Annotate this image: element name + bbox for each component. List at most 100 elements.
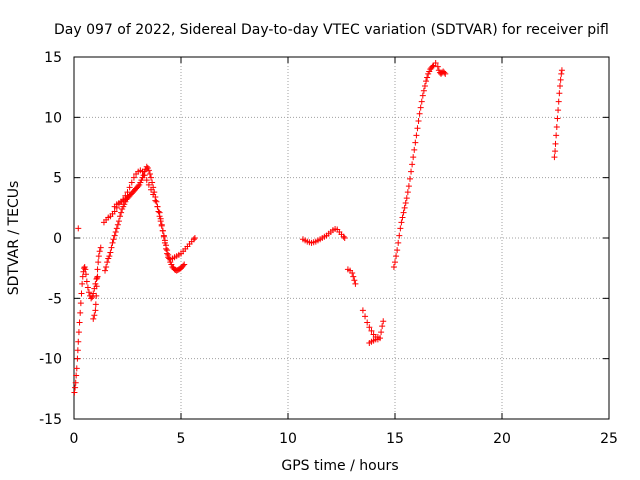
data-point: [79, 273, 86, 280]
data-point: [152, 197, 159, 204]
data-point: [405, 183, 412, 190]
data-point: [79, 280, 86, 287]
data-point: [419, 92, 426, 99]
data-point: [143, 163, 150, 170]
data-point: [124, 192, 131, 199]
data-point: [74, 347, 81, 354]
data-point: [130, 174, 137, 181]
data-point: [555, 98, 562, 105]
data-point: [110, 236, 117, 243]
data-point: [366, 324, 373, 331]
data-point: [404, 189, 411, 196]
data-point: [153, 198, 160, 205]
data-point: [148, 174, 155, 181]
data-point: [84, 284, 91, 291]
data-point: [406, 175, 413, 182]
data-point: [379, 323, 386, 330]
data-point: [429, 63, 436, 70]
data-point: [553, 123, 560, 130]
chart-title: Day 097 of 2022, Sidereal Day-to-day VTE…: [54, 22, 609, 38]
data-point: [400, 209, 407, 216]
data-point: [378, 329, 385, 336]
data-point: [78, 290, 85, 297]
data-point: [393, 253, 400, 260]
data-point: [368, 327, 375, 334]
data-point: [394, 247, 401, 254]
data-point: [85, 289, 92, 296]
data-point: [82, 266, 89, 273]
data-point: [380, 318, 387, 325]
data-point: [553, 132, 560, 139]
data-point: [114, 221, 121, 228]
data-point: [399, 214, 406, 221]
data-point: [350, 273, 357, 280]
grid: [74, 57, 609, 419]
data-point: [555, 107, 562, 114]
data-point: [352, 280, 359, 287]
data-point: [108, 244, 115, 251]
data-point: [190, 236, 197, 243]
data-point: [158, 221, 165, 228]
data-point: [161, 239, 168, 246]
data-point: [349, 269, 356, 276]
data-point: [91, 312, 98, 319]
data-point: [93, 283, 100, 290]
data-point: [558, 70, 565, 77]
data-point: [556, 90, 563, 97]
data-point: [143, 177, 150, 184]
data-point: [418, 98, 425, 105]
data-point: [93, 292, 100, 299]
x-tick-label: 20: [493, 431, 511, 447]
data-point: [81, 265, 88, 272]
data-point: [340, 233, 347, 240]
data-point: [76, 319, 83, 326]
data-point: [392, 259, 398, 266]
data-point: [397, 225, 404, 232]
data-point: [409, 161, 416, 168]
data-point: [96, 248, 103, 255]
data-point: [417, 104, 424, 111]
data-point: [434, 63, 441, 70]
data-point: [77, 309, 84, 316]
data-point: [92, 307, 99, 314]
data-point: [139, 168, 146, 175]
data-point: [421, 82, 428, 89]
data-point: [154, 203, 161, 210]
data-point: [412, 139, 419, 146]
data-point: [402, 200, 409, 207]
x-tick-label: 25: [600, 431, 618, 447]
y-tick-label: -15: [39, 412, 62, 428]
data-point: [374, 333, 381, 340]
data-point: [552, 140, 559, 147]
data-point: [95, 259, 102, 266]
data-point: [73, 372, 80, 379]
axis-tick-labels: 0 5 10 15 20 25 -15 -10 -5 0 5 10 15: [39, 50, 618, 447]
data-point: [423, 78, 430, 85]
data-point: [398, 219, 405, 226]
data-point: [424, 74, 431, 81]
data-point: [75, 338, 82, 345]
data-point: [92, 301, 99, 308]
data-point: [82, 271, 89, 278]
data-point: [164, 250, 171, 257]
data-point: [362, 313, 369, 320]
data-point: [109, 239, 116, 246]
data-point: [146, 171, 153, 178]
data-point: [97, 244, 104, 251]
data-point: [77, 300, 84, 307]
data-point: [145, 181, 152, 188]
data-point: [396, 232, 403, 239]
data-point: [74, 355, 81, 362]
data-point: [106, 253, 113, 260]
data-point: [155, 208, 162, 215]
data-point: [442, 70, 449, 77]
y-tick-label: 15: [44, 50, 62, 66]
data-point: [149, 179, 156, 186]
data-point: [150, 191, 157, 198]
data-point: [552, 148, 559, 155]
data-point: [156, 209, 163, 216]
data-point: [83, 278, 90, 285]
data-point: [88, 295, 95, 302]
data-point: [413, 132, 420, 139]
data-point: [73, 365, 80, 372]
